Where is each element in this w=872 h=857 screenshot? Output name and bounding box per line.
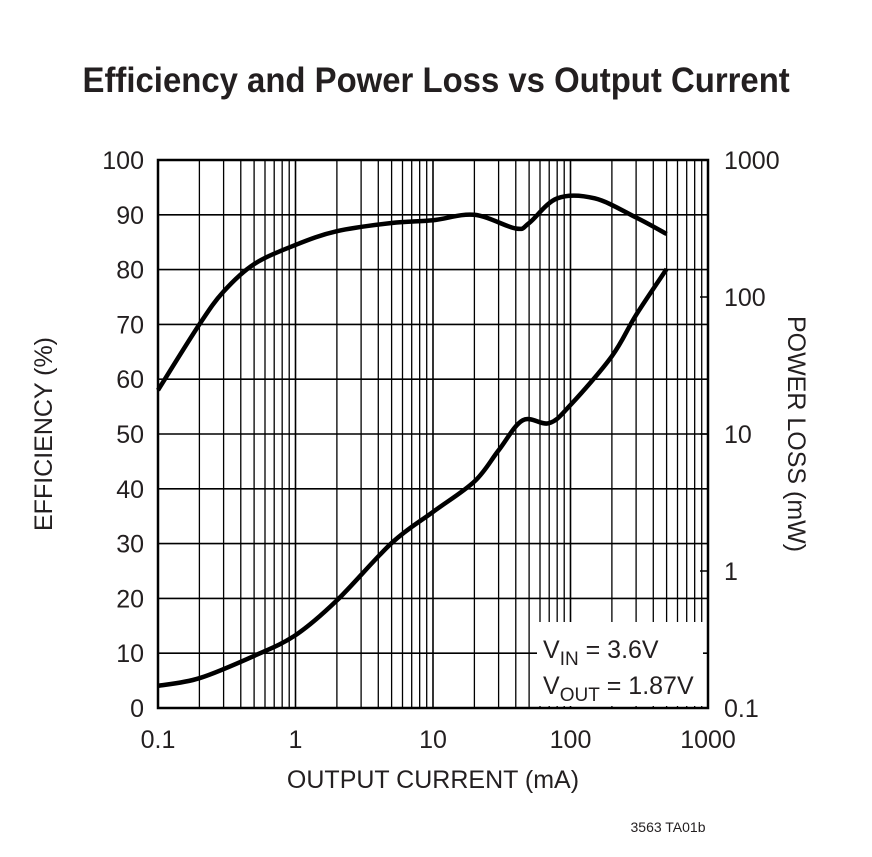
curves xyxy=(156,193,669,689)
y2-tick-label: 0.1 xyxy=(724,695,759,723)
x-tick-label: 10 xyxy=(419,726,447,754)
tick-labels: 0.1 1 10 100 1000 0 10 20 30 40 50 60 70 80 90 100 0.1 1 1… xyxy=(102,147,779,754)
footnote: 3563 TA01b xyxy=(631,819,706,835)
y-tick-label: 90 xyxy=(116,202,144,230)
annotation-vout: VOUT = 1.87V xyxy=(543,672,694,706)
y-tick-label: 50 xyxy=(116,421,144,449)
x-axis-label: OUTPUT CURRENT (mA) xyxy=(287,766,579,794)
power-loss-curve xyxy=(157,267,669,689)
y-tick-label: 30 xyxy=(116,531,144,559)
y-tick-label: 20 xyxy=(116,585,144,613)
y-tick-label: 80 xyxy=(116,257,144,285)
annotation-box: VIN = 3.6V VOUT = 1.87V xyxy=(537,622,703,706)
y2-tick-label: 1 xyxy=(724,558,738,586)
y2-tick-label: 10 xyxy=(724,421,752,449)
y-tick-label: 70 xyxy=(116,311,144,339)
y-tick-label: 0 xyxy=(130,695,144,723)
y-tick-label: 40 xyxy=(116,476,144,504)
x-tick-label: 0.1 xyxy=(141,726,176,754)
efficiency-curve xyxy=(156,193,668,392)
y-tick-label: 60 xyxy=(116,366,144,394)
y2-tick-label: 100 xyxy=(724,284,766,312)
y2-tick-label: 1000 xyxy=(724,147,780,175)
annotation-vin: VIN = 3.6V xyxy=(543,636,659,670)
y-tick-label: 100 xyxy=(102,147,144,175)
x-tick-label: 1 xyxy=(289,726,303,754)
x-tick-label: 1000 xyxy=(680,726,736,754)
y-axis-label: EFFICIENCY (%) xyxy=(30,337,58,531)
chart-title: Efficiency and Power Loss vs Output Curr… xyxy=(83,61,790,100)
y-tick-label: 10 xyxy=(116,640,144,668)
y2-axis-label: POWER LOSS (mW) xyxy=(782,316,810,552)
x-tick-label: 100 xyxy=(550,726,592,754)
